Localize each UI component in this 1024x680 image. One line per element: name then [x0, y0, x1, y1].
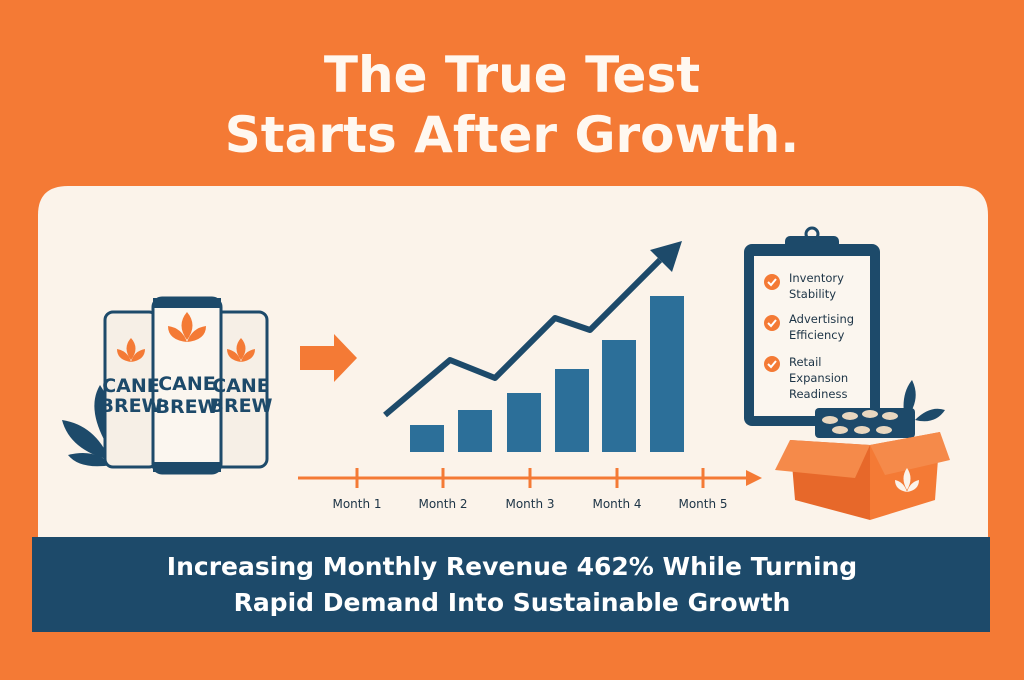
arrow — [300, 334, 357, 382]
can-text: BREW — [155, 396, 218, 418]
month-label: Month 4 — [592, 497, 641, 511]
check-item: Readiness — [789, 387, 847, 401]
box — [775, 380, 950, 520]
banner-text: Rapid Demand Into Sustainable Growth — [234, 588, 791, 617]
banner — [32, 537, 990, 632]
trend-line — [383, 257, 663, 418]
check-item: Expansion — [789, 371, 848, 385]
month-label: Month 2 — [418, 497, 467, 511]
title: Starts After Growth. — [225, 106, 799, 164]
banner-text: Increasing Monthly Revenue 462% While Tu… — [167, 552, 857, 581]
cans — [103, 296, 269, 475]
can-text: BREW — [209, 395, 272, 417]
trend-arrow — [650, 241, 682, 272]
check-item: Inventory — [789, 271, 844, 285]
check-item: Advertising — [789, 312, 854, 326]
timeline-ticks — [355, 468, 705, 488]
clipboard — [744, 226, 880, 426]
check-item: Stability — [789, 287, 836, 301]
month-label: Month 5 — [678, 497, 727, 511]
month-label: Month 1 — [332, 497, 381, 511]
check-item: Efficiency — [789, 328, 845, 342]
can-text: CANE — [212, 375, 270, 397]
timeline-arrow — [746, 470, 762, 486]
month-label: Month 3 — [505, 497, 554, 511]
can-text: CANE — [102, 375, 160, 397]
can-text: BREW — [99, 395, 162, 417]
title: The True Test — [324, 46, 700, 104]
check-item: Retail — [789, 355, 822, 369]
bars — [410, 296, 684, 452]
can-text: CANE — [158, 373, 216, 395]
